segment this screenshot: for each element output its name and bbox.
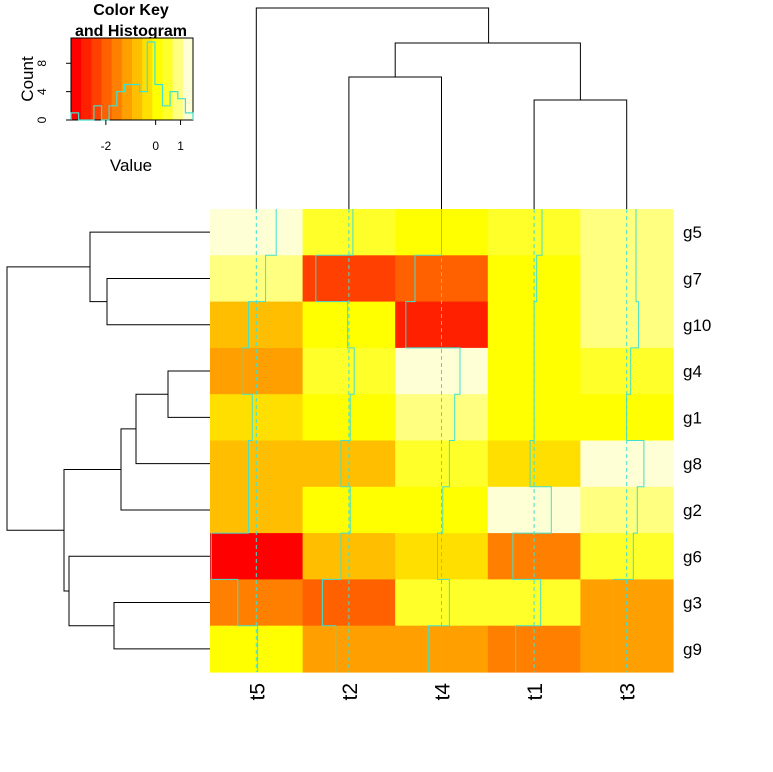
color-key-band [71, 38, 82, 120]
row-label: g9 [683, 640, 702, 659]
color-key-band [91, 38, 102, 120]
color-key-axes: -2 0 1 0 4 8 [35, 60, 184, 153]
color-key-border [70, 37, 194, 121]
row-label: g3 [683, 594, 702, 613]
color-key-ytick-label: 8 [35, 60, 49, 67]
color-key-ytick-label: 4 [35, 88, 49, 95]
row-label: g1 [683, 408, 702, 427]
trace-line [315, 209, 355, 672]
dendrogram-branch [533, 99, 628, 209]
color-key-band [121, 38, 133, 120]
row-label: g8 [683, 455, 702, 474]
column-label: t5 [246, 683, 269, 701]
color-key-band [162, 38, 174, 120]
column-label: t4 [432, 683, 455, 701]
column-label: t1 [524, 683, 547, 701]
dendrogram-branch [394, 42, 581, 100]
color-key-band [172, 38, 184, 120]
row-label: g7 [683, 269, 702, 288]
dendrogram-branch [6, 266, 90, 531]
row-label: g6 [683, 547, 702, 566]
column-labels: t5 t2 t4 t1 t3 [246, 683, 639, 701]
color-key: Color Key and Histogram -2 0 1 0 4 8 Value Co… [18, 2, 194, 175]
dendrogram-branch [167, 370, 210, 418]
dendrogram-branch [89, 231, 210, 303]
color-key-title-line2: and Histogram [75, 23, 187, 40]
row-labels: g5 g7 g10 g4 g1 g8 g2 g6 g3 g9 [683, 223, 711, 659]
row-dendrogram [6, 231, 210, 650]
column-label: t3 [617, 683, 640, 701]
dendrogram-branch [113, 602, 210, 650]
row-label: g2 [683, 501, 702, 520]
color-key-band [182, 38, 194, 120]
row-label: g4 [683, 362, 702, 381]
dendrogram-branch [135, 393, 210, 465]
row-label: g10 [683, 316, 711, 335]
color-key-band [132, 38, 143, 120]
color-key-band [101, 38, 113, 120]
color-key-histogram-line [70, 41, 194, 121]
trace-line [405, 209, 461, 672]
row-label: g5 [683, 223, 702, 242]
dendrogram-branch [106, 277, 210, 326]
color-key-ylabel: Count [18, 56, 37, 102]
color-key-xtick-label: -2 [101, 139, 112, 153]
color-key-xtick-label: 0 [152, 139, 159, 153]
color-key-title-line1: Color Key [93, 2, 169, 19]
color-key-band [152, 38, 163, 120]
dendrogram-branch [68, 555, 210, 627]
trace-line [613, 209, 645, 672]
dendrogram-branch [255, 7, 490, 209]
trace-lines [210, 209, 645, 672]
trace-line [512, 209, 552, 672]
dendrogram-branch [348, 76, 442, 209]
dendrogram-branch [120, 428, 210, 511]
color-key-ytick-label: 0 [35, 116, 49, 123]
color-key-xlabel: Value [110, 156, 152, 175]
column-dendrogram [255, 7, 628, 209]
color-key-band [111, 38, 123, 120]
color-key-band [81, 38, 92, 120]
color-key-gradient [70, 37, 194, 121]
color-key-xtick-label: 1 [177, 139, 184, 153]
color-key-histogram [70, 41, 194, 121]
dendrogram-branch [63, 468, 121, 592]
column-label: t2 [339, 683, 362, 701]
trace-line [210, 209, 277, 672]
